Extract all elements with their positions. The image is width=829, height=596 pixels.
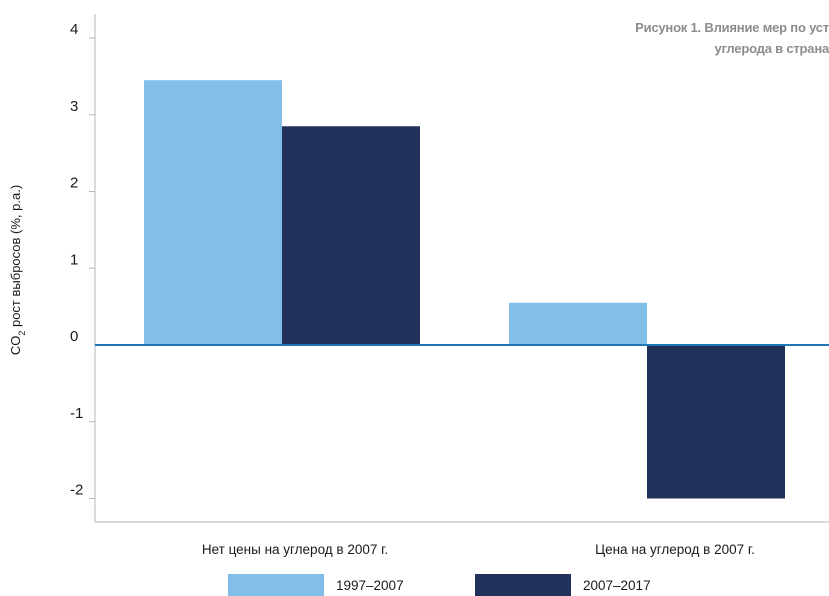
y-tick-label: -2 [70,482,83,499]
legend-label-series-1: 1997–2007 [336,577,404,593]
legend-swatch-series-1 [228,574,324,596]
chart-title-line-1: Рисунок 1. Влияние мер по уст [635,20,829,35]
axis-labels: 4 3 2 1 0 -1 -2 Нет цены на углерод в 2007 г. Це… [8,21,755,557]
bars [95,80,829,499]
bar-2-1 [282,126,420,345]
y-axis-title: CO2 рост выбросов (%, p.a.) [8,185,27,355]
y-tick-label: 0 [70,328,78,345]
x-category-label: Нет цены на углерод в 2007 г. [202,542,388,557]
y-tick-label: 3 [70,98,78,115]
y-tick-label: 4 [70,21,78,38]
x-category-label: Цена на углерод в 2007 г. [595,542,755,557]
legend-swatch-series-2 [475,574,571,596]
y-tick-label: 1 [70,251,78,268]
legend-item-series-1: 1997–2007 [228,574,404,596]
chart-title: Рисунок 1. Влияние мер по уст углерода в… [529,17,829,59]
chart-title-line-2: углерода в страна [714,41,829,56]
bar-1-2 [509,302,647,345]
legend-label-series-2: 2007–2017 [583,577,651,593]
axes [89,14,829,523]
y-tick-label: 2 [70,175,78,192]
bar-2-2 [647,345,785,499]
legend: 1997–2007 2007–2017 [0,574,829,596]
legend-item-series-2: 2007–2017 [475,574,651,596]
bar-1-1 [144,80,282,346]
y-tick-label: -1 [70,405,83,422]
